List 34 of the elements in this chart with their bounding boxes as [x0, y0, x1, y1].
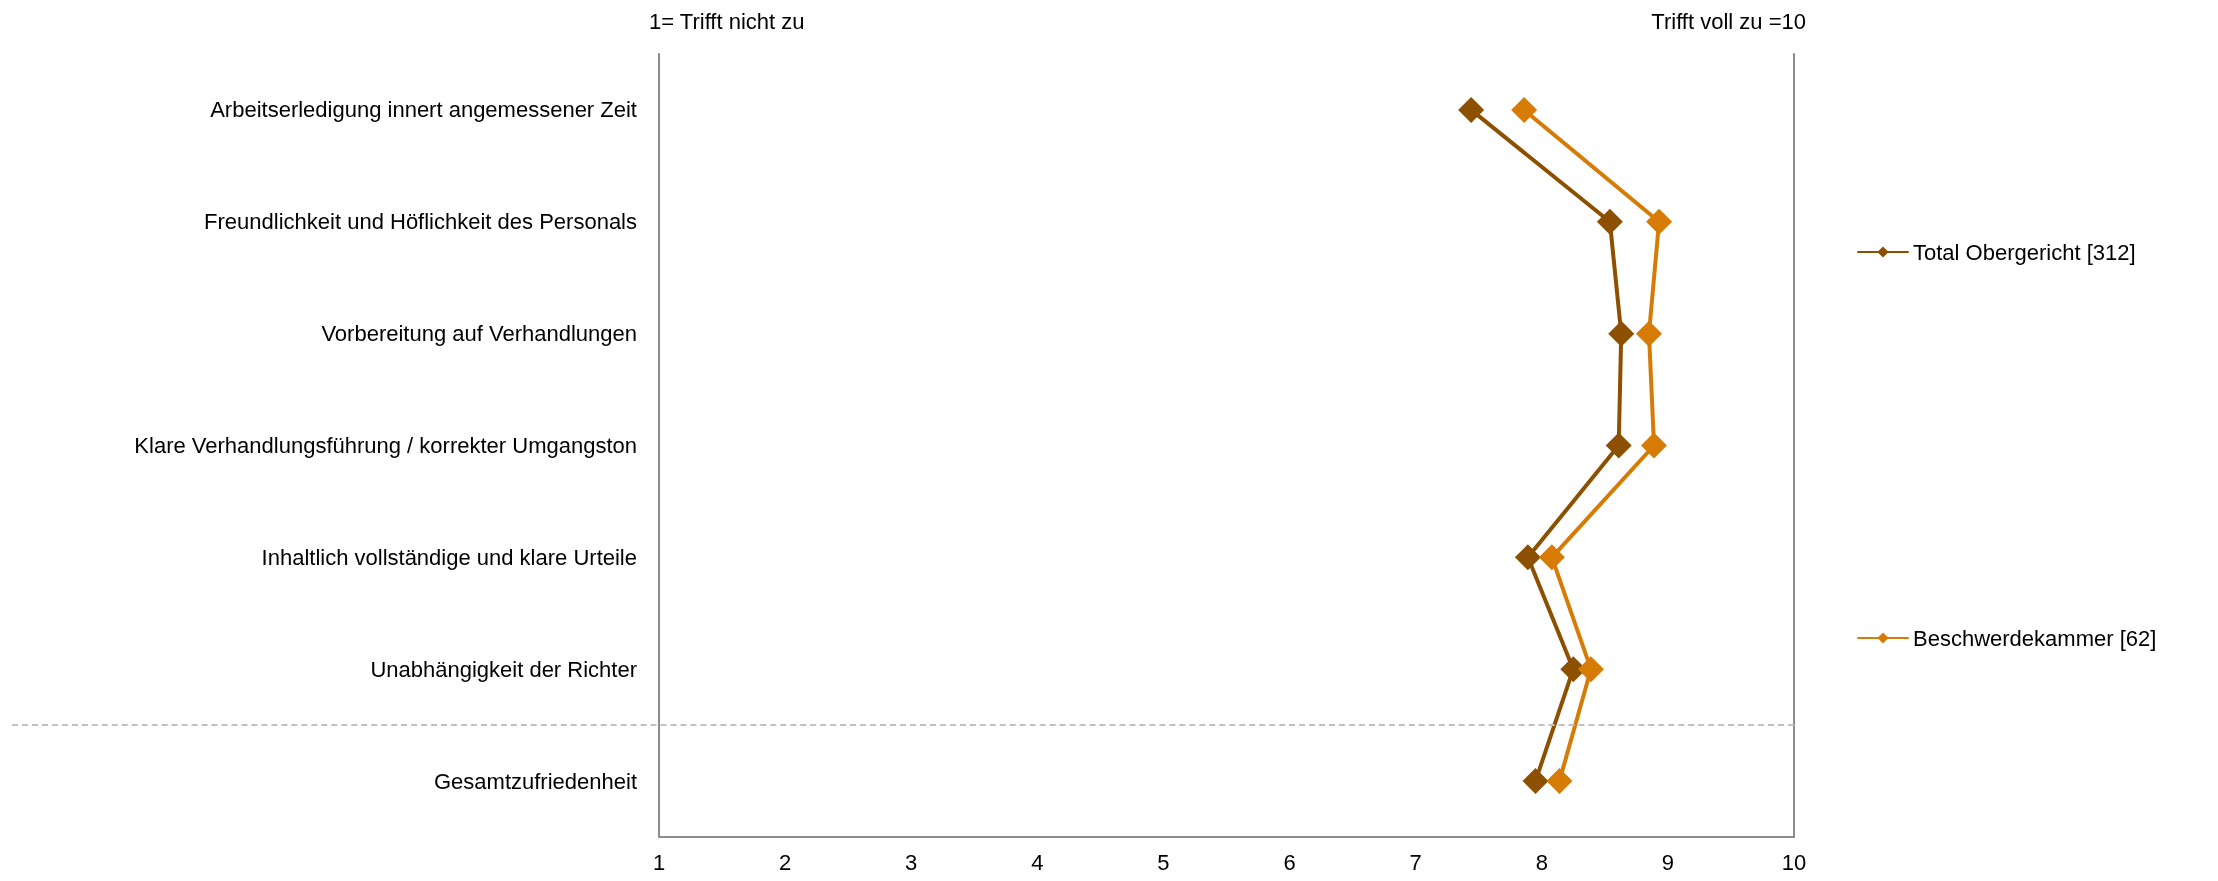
x-tick-label: 10 [1781, 849, 1807, 875]
point [1514, 544, 1541, 571]
legend-label: Beschwerdekammer [62] [1913, 625, 2157, 651]
point [1646, 208, 1673, 235]
y-tick-label: Unabhängigkeit der Richter [370, 656, 637, 682]
point [1538, 544, 1565, 571]
y-tick-label: Gesamtzufriedenheit [434, 768, 637, 794]
y-tick-label: Arbeitserledigung innert angemessener Zeit [210, 97, 637, 123]
x-tick-label: 4 [1031, 849, 1044, 875]
point [1596, 208, 1623, 235]
point [1458, 96, 1485, 123]
text: 1= Trifft nicht zu [649, 8, 805, 34]
x-tick-label: 6 [1283, 849, 1296, 875]
point [1522, 768, 1549, 795]
x-tick-label: 3 [905, 849, 918, 875]
text: Trifft voll zu =10 [1651, 8, 1807, 34]
legend-label: Total Obergericht [312] [1913, 239, 2136, 265]
x-tick-label: 8 [1535, 849, 1548, 875]
x-tick-label: 1 [652, 849, 666, 875]
point [1608, 320, 1635, 347]
y-tick-label: Klare Verhandlungsführung / korrekter Umgangston [134, 433, 637, 458]
point [1605, 432, 1632, 459]
y-tick-label: Vorbereitung auf Verhandlungen [321, 321, 637, 347]
y-tick-label: Inhaltlich vollständige und klare Urteile [261, 544, 637, 570]
y-tick-label: Freundlichkeit und Höflichkeit des Personals [204, 209, 637, 235]
point [1635, 320, 1662, 347]
x-tick-label: 5 [1157, 849, 1170, 875]
x-tick-label: 7 [1409, 849, 1422, 875]
point [1577, 656, 1604, 683]
point [1641, 432, 1668, 459]
x-tick-label: 9 [1661, 849, 1675, 875]
point [1546, 768, 1573, 795]
x-tick-label: 2 [778, 849, 792, 875]
point [1511, 96, 1538, 123]
